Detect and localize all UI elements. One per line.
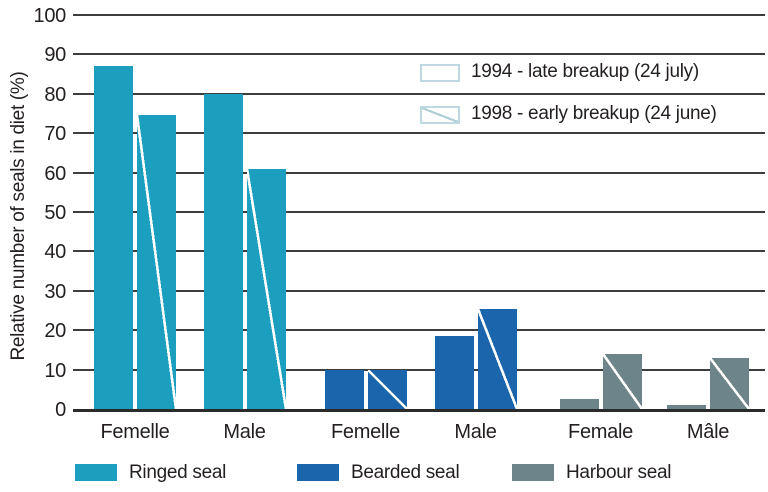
harbour-seal-swatch [512,464,554,481]
ringed-seal-swatch [75,464,117,481]
bar-harbour-seal-mâle-1994 [667,405,706,409]
bar-bearded-seal-male-1998 [477,309,517,409]
x-axis-label-5: Mâle [686,421,730,443]
x-axis-label-2: Femelle [330,421,401,443]
harbour-seal-label: Harbour seal [566,462,672,483]
gridline-40 [73,250,765,252]
y-tick-label-40: 40 [44,241,66,263]
gridline-20 [73,329,765,331]
ringed-seal-label: Ringed seal [129,462,227,483]
y-tick-label-80: 80 [44,84,66,106]
gridline-90 [73,53,765,55]
bar-bearded-seal-femelle-1998 [367,370,407,409]
legend-swatch-1998-hatched [420,106,460,124]
bar-harbour-seal-mâle-1998 [710,358,749,409]
y-tick-label-10: 10 [44,360,66,382]
bar-ringed-seal-male-1994 [203,94,243,409]
gridline-100 [73,14,765,16]
bar-ringed-seal-femelle-1998 [137,115,176,409]
y-tick-label-50: 50 [44,202,66,224]
gridline-60 [73,172,765,174]
legend-label-1998: 1998 - early breakup (24 june) [471,103,717,124]
y-tick-label-90: 90 [44,44,66,66]
x-axis-label-4: Female [568,421,633,443]
bar-harbour-seal-female-1994 [559,399,599,409]
bearded-seal-swatch [297,464,339,481]
bar-harbour-seal-female-1998 [602,354,642,409]
x-axis-label-0: Femelle [100,421,170,443]
y-tick-label-100: 100 [33,5,67,27]
gridline-10 [73,369,765,371]
bar-ringed-seal-male-1998 [246,169,286,409]
legend-label-1994: 1994 - late breakup (24 july) [471,61,699,82]
x-axis-label-1: Male [223,421,266,443]
y-tick-label-0: 0 [55,399,66,421]
gridline-70 [73,132,765,134]
x-axis-label-3: Male [454,421,497,443]
y-tick-label-30: 30 [44,281,66,303]
bearded-seal-label: Bearded seal [351,462,460,483]
legend-swatch-1994-solid [420,64,460,82]
y-tick-label-70: 70 [44,123,66,145]
gridline-0 [73,409,765,412]
y-tick-label-60: 60 [44,163,66,185]
y-tick-label-20: 20 [44,320,66,342]
gridline-80 [73,93,765,95]
bar-bearded-seal-femelle-1994 [324,370,364,409]
bar-bearded-seal-male-1994 [434,336,474,409]
gridline-50 [73,211,765,213]
gridline-30 [73,290,765,292]
bar-ringed-seal-femelle-1994 [94,66,133,409]
